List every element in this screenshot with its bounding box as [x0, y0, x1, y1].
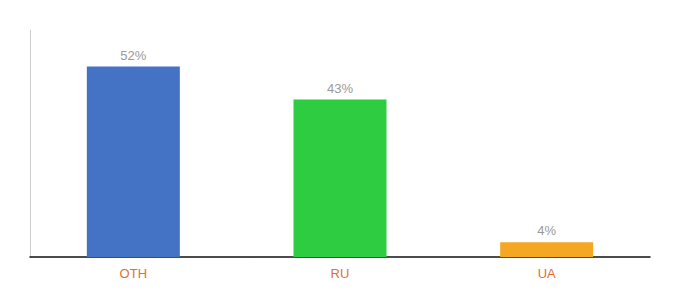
svg-text:UA: UA [538, 266, 556, 281]
svg-text:4%: 4% [537, 223, 556, 238]
svg-text:43%: 43% [327, 81, 353, 96]
svg-text:OTH: OTH [120, 266, 147, 281]
svg-text:RU: RU [331, 266, 350, 281]
svg-text:52%: 52% [120, 48, 146, 63]
